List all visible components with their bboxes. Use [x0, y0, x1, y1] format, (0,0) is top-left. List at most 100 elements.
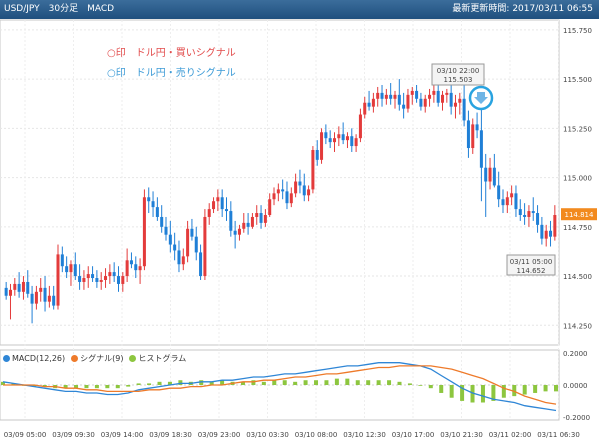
histogram-bar	[512, 385, 517, 397]
candle-body	[39, 287, 43, 292]
candle-body	[445, 92, 449, 95]
candle-body	[458, 98, 462, 103]
histogram-bar	[63, 385, 68, 389]
candle-body	[315, 150, 319, 160]
x-tick-label: 03/10 03:30	[246, 431, 289, 439]
histogram-bar	[1, 381, 5, 385]
candle-body	[56, 254, 60, 306]
histogram-bar	[42, 385, 47, 387]
histogram-bar	[240, 381, 245, 385]
histogram-bar	[480, 385, 485, 403]
histogram-bar	[74, 385, 79, 389]
candle-body	[65, 266, 69, 273]
candle-body	[505, 197, 509, 206]
candle-body	[419, 98, 423, 107]
histogram-bar	[209, 381, 214, 385]
candle-body	[99, 280, 103, 282]
candle-body	[298, 181, 302, 186]
candle-body	[108, 272, 112, 277]
macd-y-tick-label: 0.0000	[563, 382, 588, 390]
candle-body	[324, 132, 328, 139]
x-tick-label: 03/10 12:30	[343, 431, 386, 439]
histogram-legend-dot	[129, 355, 137, 362]
candle-body	[466, 120, 470, 149]
chart-title: USD/JPY 30分足 MACD	[4, 4, 115, 14]
candle-body	[151, 201, 155, 208]
candle-body	[380, 92, 384, 99]
histogram-bar	[543, 385, 548, 392]
histogram-bar	[94, 385, 99, 389]
candle-body	[544, 230, 548, 239]
candle-body	[281, 189, 285, 192]
y-tick-label: 114.750	[563, 224, 592, 232]
candle-body	[229, 211, 233, 231]
candle-body	[52, 295, 56, 306]
histogram-bar	[126, 385, 131, 387]
candle-body	[276, 189, 280, 194]
histogram-bar	[199, 380, 204, 385]
x-tick-label: 03/09 09:30	[52, 431, 95, 439]
candle-body	[173, 244, 177, 251]
histogram-bar	[84, 385, 89, 389]
histogram-bar	[439, 385, 444, 393]
candle-body	[501, 199, 505, 206]
candle-body	[440, 94, 445, 103]
candle-body	[4, 287, 8, 296]
histogram-bar	[554, 385, 558, 392]
histogram-bar	[32, 385, 37, 387]
histogram-bar	[470, 385, 475, 403]
histogram-bar	[449, 385, 454, 398]
candle-body	[307, 189, 311, 196]
candle-body	[86, 274, 90, 279]
candle-body	[289, 193, 293, 204]
histogram-bar	[387, 380, 392, 385]
high-annotation-box	[431, 63, 485, 86]
signal-legend-label: シグナル(9)	[80, 354, 124, 363]
candle-body	[194, 236, 198, 253]
candle-body	[181, 256, 185, 265]
candle-body	[358, 114, 362, 139]
sell-arrow-icon	[474, 92, 488, 104]
y-tick-label: 115.000	[563, 175, 592, 183]
macd-line	[2, 362, 557, 412]
candle-body	[203, 216, 207, 277]
candle-body	[432, 90, 436, 95]
candle-body	[121, 276, 125, 284]
candle-body	[268, 199, 272, 215]
buy-signal-legend: ○印 ドル円・買いシグナル	[107, 48, 236, 59]
y-tick-label: 115.750	[563, 27, 592, 35]
histogram-legend-item: ヒストグラム	[129, 353, 186, 364]
histogram-bar	[157, 381, 162, 385]
histogram-legend-label: ヒストグラム	[138, 354, 187, 363]
y-tick-label: 115.500	[563, 76, 592, 84]
candle-body	[13, 283, 17, 290]
candle-body	[479, 130, 483, 168]
candle-body	[428, 94, 432, 99]
y-tick-label: 115.250	[563, 125, 592, 133]
candle-body	[436, 90, 440, 103]
candle-body	[350, 136, 354, 147]
candle-body	[402, 104, 406, 109]
histogram-bar	[324, 380, 329, 385]
low-annotation-time: 03/11 05:00	[510, 258, 553, 266]
chart-header: USD/JPY 30分足 MACD 最新更新時間: 2017/03/11 06:…	[0, 0, 599, 19]
candle-body	[250, 216, 254, 227]
histogram-bar	[460, 385, 465, 401]
candle-body	[190, 228, 194, 237]
candle-body	[142, 197, 146, 267]
y-tick-label: 114.500	[563, 273, 592, 281]
histogram-bar	[261, 381, 266, 385]
histogram-bar	[105, 385, 110, 389]
candle-body	[272, 193, 276, 200]
candle-body	[518, 209, 522, 215]
histogram-bar	[397, 381, 402, 385]
low-annotation-box	[506, 254, 556, 276]
candle-body	[259, 213, 263, 223]
histogram-bar	[314, 380, 319, 385]
candle-body	[523, 215, 527, 217]
candle-body	[462, 98, 466, 121]
candle-body	[177, 250, 181, 265]
candle-body	[233, 230, 237, 235]
candle-body	[311, 150, 315, 190]
candle-body	[320, 132, 324, 160]
